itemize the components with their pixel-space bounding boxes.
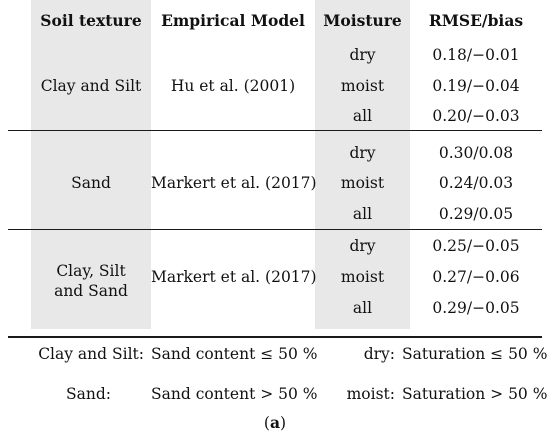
group-divider-1 <box>8 130 542 131</box>
group-1-row-3-moisture: all <box>352 107 373 125</box>
group-2-texture: Sand <box>71 174 111 192</box>
group-1-row-1-moisture: dry <box>349 46 376 64</box>
group-1-texture: Clay and Silt <box>40 77 142 95</box>
group-1-row-3-rmse-bias: 0.20/−0.03 <box>432 107 520 125</box>
group-3-texture-line-1: Clay, Silt <box>56 262 126 280</box>
caption-open: ( <box>263 414 270 432</box>
caption-letter: a <box>269 413 281 432</box>
header-rmse-bias: RMSE/bias <box>428 11 524 30</box>
note-1-texture-label: Clay and Silt: <box>38 345 144 363</box>
group-3-row-2-moisture: moist <box>340 268 385 286</box>
caption-close: ) <box>280 414 287 432</box>
group-divider-2 <box>8 229 542 230</box>
group-2-row-1-moisture: dry <box>349 144 376 162</box>
group-2-model: Markert et al. (2017) <box>151 174 317 192</box>
note-2-texture-def: Sand content > 50 % <box>151 385 318 403</box>
group-2-row-3-rmse-bias: 0.29/0.05 <box>438 205 514 223</box>
header-soil-texture: Soil texture <box>40 11 142 30</box>
table-bottom-rule <box>8 336 542 338</box>
group-2-row-2-moisture: moist <box>340 174 385 192</box>
group-2-row-2-rmse-bias: 0.24/0.03 <box>438 174 514 192</box>
group-3-row-3-moisture: all <box>352 299 373 317</box>
note-1-texture-def: Sand content ≤ 50 % <box>151 345 318 363</box>
group-3-model: Markert et al. (2017) <box>151 268 317 286</box>
group-3-row-2-rmse-bias: 0.27/−0.06 <box>432 268 520 286</box>
group-1-row-1-rmse-bias: 0.18/−0.01 <box>432 46 520 64</box>
group-3-texture-line-2: and Sand <box>54 282 128 300</box>
note-2-texture-label: Sand: <box>66 385 111 403</box>
moisture-column-shade <box>315 0 410 329</box>
group-3-row-1-rmse-bias: 0.25/−0.05 <box>432 237 520 255</box>
group-1-model: Hu et al. (2001) <box>170 77 296 95</box>
soil-texture-column-shade <box>31 0 151 329</box>
note-2-moisture-def: Saturation > 50 % <box>402 385 548 403</box>
group-2-row-1-rmse-bias: 0.30/0.08 <box>438 144 514 162</box>
note-1-moisture-def: Saturation ≤ 50 % <box>402 345 548 363</box>
group-1-row-2-rmse-bias: 0.19/−0.04 <box>432 77 520 95</box>
header-empirical-model: Empirical Model <box>161 11 305 30</box>
note-1-moisture-label: dry: <box>363 345 395 363</box>
group-3-row-3-rmse-bias: 0.29/−0.05 <box>432 299 520 317</box>
group-1-row-2-moisture: moist <box>340 77 385 95</box>
group-3-row-1-moisture: dry <box>349 237 376 255</box>
header-moisture: Moisture <box>323 11 402 30</box>
note-2-moisture-label: moist: <box>346 385 395 403</box>
figure-caption: (a) <box>0 413 550 432</box>
group-2-row-3-moisture: all <box>352 205 373 223</box>
